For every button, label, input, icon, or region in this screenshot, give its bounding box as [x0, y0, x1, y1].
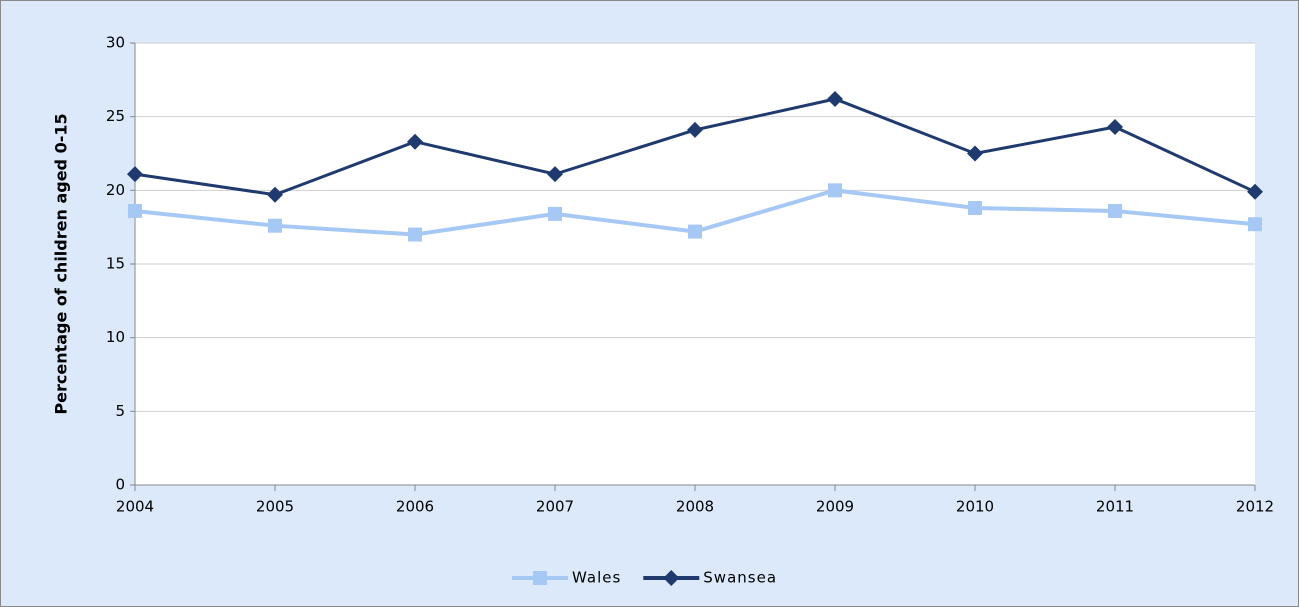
x-tick-label: 2007 — [536, 498, 574, 516]
data-point — [688, 224, 702, 239]
data-point — [967, 145, 983, 162]
x-tick-label: 2009 — [816, 498, 854, 516]
y-tick-label: 20 — [106, 181, 125, 199]
data-point — [828, 183, 842, 198]
data-point — [827, 90, 843, 107]
y-tick-label: 30 — [106, 34, 125, 52]
data-point — [268, 218, 282, 233]
y-tick-label: 10 — [106, 328, 125, 346]
data-point — [547, 166, 563, 183]
data-point — [267, 186, 283, 203]
data-point — [687, 121, 703, 138]
data-point — [968, 201, 982, 216]
x-tick-label: 2010 — [956, 498, 994, 516]
y-tick-label: 0 — [115, 476, 125, 494]
x-tick-label: 2011 — [1096, 498, 1134, 516]
data-point — [1108, 203, 1122, 218]
data-point — [128, 203, 142, 218]
y-axis-label: Percentage of children aged 0-15 — [52, 113, 71, 414]
legend-label: Wales — [572, 569, 621, 587]
x-tick-label: 2004 — [116, 498, 154, 516]
y-tick-label: 5 — [115, 402, 125, 420]
x-tick-label: 2012 — [1236, 498, 1274, 516]
x-tick-label: 2006 — [396, 498, 434, 516]
x-tick-label: 2005 — [256, 498, 294, 516]
data-point — [408, 227, 422, 242]
legend-label: Swansea — [703, 569, 777, 587]
data-point — [548, 206, 562, 221]
legend-marker — [663, 570, 680, 586]
data-point — [1247, 183, 1263, 200]
data-point — [127, 166, 143, 183]
y-tick-label: 25 — [106, 107, 125, 125]
y-tick-label: 15 — [106, 255, 125, 273]
x-tick-label: 2008 — [676, 498, 714, 516]
data-point — [1107, 118, 1123, 135]
data-point — [1248, 217, 1262, 232]
legend-marker — [533, 571, 547, 585]
data-point — [407, 133, 423, 150]
